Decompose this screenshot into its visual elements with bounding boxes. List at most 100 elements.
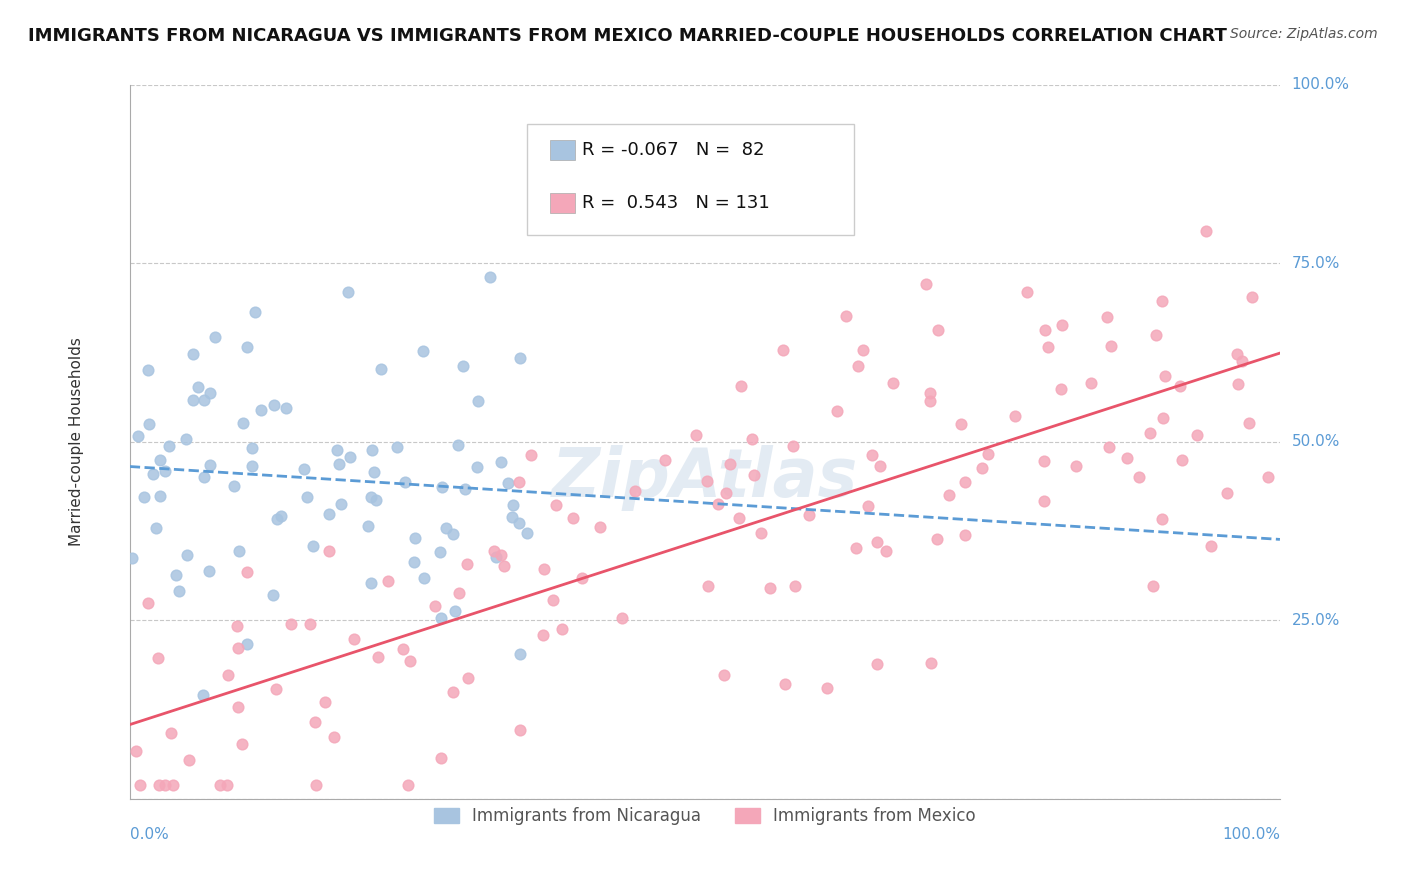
Point <box>949 417 972 432</box>
Point <box>231 737 253 751</box>
Point <box>174 432 197 446</box>
Point <box>360 442 382 457</box>
Point <box>457 671 479 685</box>
Point <box>1201 540 1223 554</box>
Point <box>302 540 325 554</box>
Point <box>869 458 891 473</box>
Point <box>858 499 880 513</box>
Point <box>1064 459 1087 474</box>
Point <box>742 467 765 482</box>
Point <box>589 520 612 534</box>
Point <box>197 564 219 578</box>
Point <box>1015 285 1038 300</box>
Point <box>391 641 413 656</box>
Text: 25.0%: 25.0% <box>1292 613 1340 628</box>
Point <box>215 778 238 792</box>
Point <box>129 778 152 792</box>
Point <box>167 583 190 598</box>
Point <box>204 330 226 344</box>
Point <box>1095 310 1118 325</box>
Point <box>1142 580 1164 594</box>
Point <box>200 385 222 400</box>
Point <box>516 525 538 540</box>
Point <box>413 572 436 586</box>
Point <box>866 657 889 671</box>
Point <box>304 715 326 730</box>
Point <box>157 439 180 453</box>
Point <box>623 483 645 498</box>
Point <box>1033 323 1056 337</box>
Point <box>181 393 204 408</box>
Point <box>782 440 804 454</box>
Point <box>149 452 172 467</box>
Point <box>759 581 782 595</box>
Point <box>363 466 385 480</box>
Point <box>181 347 204 361</box>
Point <box>136 362 159 376</box>
Point <box>1033 453 1056 467</box>
Point <box>953 528 976 542</box>
Point <box>337 285 360 299</box>
Point <box>815 681 838 695</box>
Point <box>696 475 718 489</box>
Point <box>146 650 169 665</box>
Point <box>394 475 416 490</box>
Point <box>236 340 259 354</box>
Point <box>749 526 772 541</box>
Point <box>430 480 453 494</box>
Point <box>685 428 707 442</box>
Point <box>160 725 183 739</box>
Point <box>479 269 502 284</box>
Point <box>166 567 188 582</box>
Point <box>927 323 949 337</box>
Point <box>441 527 464 541</box>
Point <box>1144 328 1167 343</box>
Point <box>412 343 434 358</box>
Point <box>509 723 531 737</box>
Point <box>977 447 1000 461</box>
Point <box>508 475 530 489</box>
Point <box>217 668 239 682</box>
Point <box>1226 347 1249 361</box>
Text: 100.0%: 100.0% <box>1222 828 1279 842</box>
Point <box>193 393 215 408</box>
Point <box>571 571 593 585</box>
Point <box>295 490 318 504</box>
Point <box>1036 340 1059 354</box>
Point <box>1152 410 1174 425</box>
Point <box>318 507 340 521</box>
FancyBboxPatch shape <box>527 124 855 235</box>
Point <box>1080 376 1102 390</box>
FancyBboxPatch shape <box>550 140 575 160</box>
Point <box>485 549 508 564</box>
Point <box>266 512 288 526</box>
Point <box>1237 416 1260 430</box>
Point <box>741 432 763 446</box>
Point <box>970 461 993 475</box>
Point <box>240 459 263 474</box>
Point <box>155 465 177 479</box>
Point <box>276 401 298 415</box>
Point <box>1032 493 1054 508</box>
Point <box>882 376 904 390</box>
Point <box>1150 293 1173 308</box>
Point <box>491 548 513 562</box>
Point <box>136 596 159 610</box>
Point <box>531 628 554 642</box>
Point <box>707 498 730 512</box>
Point <box>343 632 366 646</box>
Point <box>148 778 170 792</box>
Point <box>846 359 869 373</box>
Point <box>454 482 477 496</box>
Point <box>124 744 146 758</box>
Text: R =  0.543   N = 131: R = 0.543 N = 131 <box>582 194 769 212</box>
Point <box>292 462 315 476</box>
Point <box>465 460 488 475</box>
Point <box>1241 289 1264 303</box>
Point <box>396 778 419 792</box>
Point <box>1195 224 1218 238</box>
Point <box>264 681 287 696</box>
Point <box>825 403 848 417</box>
FancyBboxPatch shape <box>550 194 575 213</box>
Point <box>866 534 889 549</box>
